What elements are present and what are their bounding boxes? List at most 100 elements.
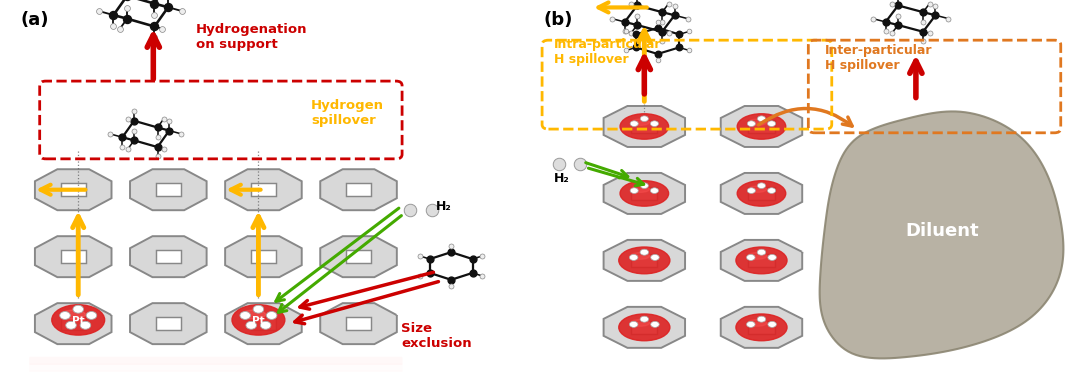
Polygon shape: [820, 112, 1064, 358]
Text: Pt: Pt: [252, 316, 265, 326]
FancyBboxPatch shape: [256, 316, 272, 331]
Polygon shape: [225, 236, 301, 277]
Circle shape: [651, 121, 658, 126]
FancyBboxPatch shape: [256, 249, 272, 264]
Ellipse shape: [736, 314, 787, 341]
Polygon shape: [130, 169, 207, 210]
Polygon shape: [155, 317, 181, 330]
Circle shape: [757, 316, 766, 322]
Ellipse shape: [620, 114, 669, 139]
Ellipse shape: [632, 119, 650, 125]
Text: Inter-particular
H spillover: Inter-particular H spillover: [825, 44, 933, 72]
Circle shape: [768, 321, 776, 327]
Polygon shape: [155, 183, 181, 196]
Ellipse shape: [62, 310, 85, 319]
Polygon shape: [346, 183, 371, 196]
Polygon shape: [604, 173, 685, 214]
Circle shape: [60, 311, 70, 320]
FancyBboxPatch shape: [752, 253, 771, 268]
Polygon shape: [130, 303, 207, 344]
Circle shape: [66, 321, 77, 329]
Circle shape: [640, 183, 649, 189]
Polygon shape: [749, 187, 774, 200]
Polygon shape: [61, 317, 85, 330]
Polygon shape: [130, 236, 207, 277]
Polygon shape: [35, 236, 112, 277]
Polygon shape: [604, 106, 685, 147]
FancyBboxPatch shape: [751, 254, 772, 266]
Circle shape: [748, 121, 755, 126]
Ellipse shape: [632, 186, 650, 192]
Polygon shape: [251, 317, 276, 330]
FancyBboxPatch shape: [752, 186, 771, 201]
Polygon shape: [251, 183, 276, 196]
Ellipse shape: [619, 314, 670, 341]
Polygon shape: [225, 303, 301, 344]
Text: Intra-particular
H spillover: Intra-particular H spillover: [554, 38, 661, 66]
Circle shape: [629, 254, 638, 260]
FancyBboxPatch shape: [29, 357, 403, 365]
FancyBboxPatch shape: [634, 121, 655, 132]
Ellipse shape: [748, 253, 767, 259]
Polygon shape: [35, 303, 112, 344]
Polygon shape: [251, 250, 276, 263]
FancyBboxPatch shape: [350, 316, 366, 331]
FancyBboxPatch shape: [253, 251, 274, 263]
Ellipse shape: [749, 186, 767, 192]
FancyBboxPatch shape: [751, 121, 772, 132]
FancyBboxPatch shape: [29, 363, 403, 372]
Ellipse shape: [748, 320, 767, 326]
Circle shape: [651, 188, 658, 193]
FancyBboxPatch shape: [634, 187, 655, 199]
Text: Pt: Pt: [72, 316, 84, 326]
Polygon shape: [749, 254, 774, 267]
Ellipse shape: [619, 247, 670, 274]
Polygon shape: [721, 240, 802, 281]
Polygon shape: [225, 169, 301, 210]
Text: Diluent: Diluent: [905, 222, 980, 240]
Ellipse shape: [737, 181, 786, 206]
Polygon shape: [35, 169, 112, 210]
Circle shape: [253, 305, 264, 313]
Ellipse shape: [630, 253, 650, 259]
Polygon shape: [721, 173, 802, 214]
Circle shape: [260, 321, 271, 329]
Circle shape: [630, 121, 638, 126]
Circle shape: [630, 188, 638, 193]
FancyBboxPatch shape: [634, 254, 655, 266]
Polygon shape: [632, 254, 657, 267]
Circle shape: [86, 311, 97, 320]
Ellipse shape: [52, 305, 104, 335]
Circle shape: [629, 321, 638, 327]
Polygon shape: [721, 307, 802, 348]
Text: H₂: H₂: [436, 200, 452, 213]
FancyBboxPatch shape: [350, 249, 366, 264]
Polygon shape: [632, 120, 657, 133]
FancyBboxPatch shape: [63, 251, 83, 263]
Circle shape: [757, 183, 766, 189]
Circle shape: [757, 116, 766, 122]
Polygon shape: [321, 303, 397, 344]
Ellipse shape: [242, 310, 265, 319]
Circle shape: [640, 249, 649, 255]
Polygon shape: [632, 187, 657, 200]
Circle shape: [640, 116, 649, 122]
Ellipse shape: [620, 181, 669, 206]
Ellipse shape: [232, 305, 284, 335]
FancyBboxPatch shape: [256, 182, 272, 198]
Polygon shape: [721, 106, 802, 147]
Circle shape: [768, 121, 775, 126]
Polygon shape: [61, 250, 85, 263]
FancyBboxPatch shape: [350, 182, 366, 198]
Polygon shape: [632, 321, 657, 334]
Circle shape: [651, 254, 659, 260]
Circle shape: [748, 188, 755, 193]
FancyBboxPatch shape: [348, 251, 368, 263]
FancyBboxPatch shape: [158, 184, 179, 196]
FancyBboxPatch shape: [752, 119, 771, 134]
Polygon shape: [321, 169, 397, 210]
FancyBboxPatch shape: [158, 251, 179, 263]
Circle shape: [747, 321, 755, 327]
Circle shape: [768, 188, 775, 193]
Ellipse shape: [737, 114, 786, 139]
